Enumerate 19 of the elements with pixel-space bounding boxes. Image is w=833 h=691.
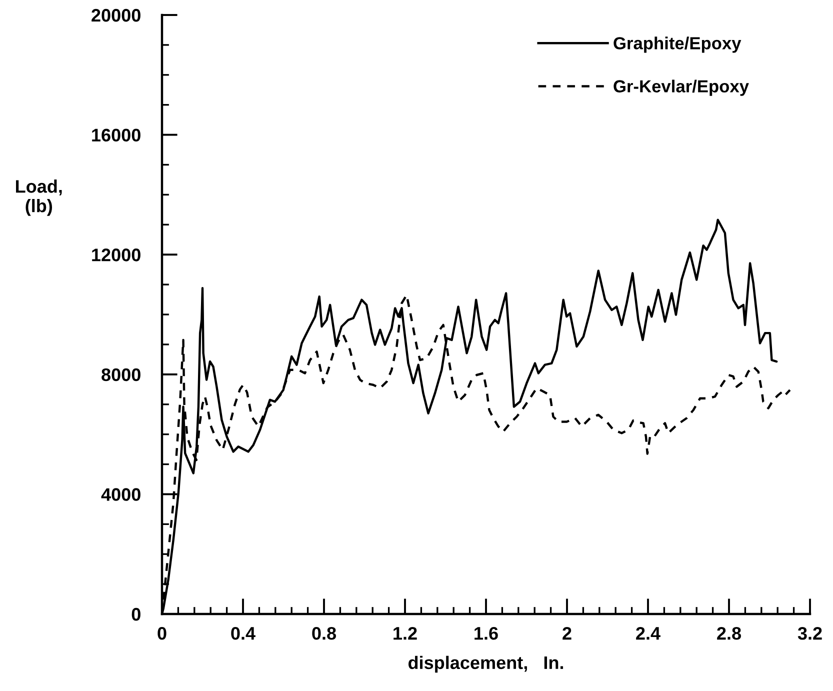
legend-label: Graphite/Epoxy — [614, 36, 742, 53]
x-tick-label: 0.8 — [312, 626, 336, 640]
x-tick-label: 2.4 — [636, 626, 660, 640]
x-tick-label: 2.8 — [717, 626, 741, 640]
legend-label: Gr-Kevlar/Epoxy — [614, 80, 749, 96]
x-tick-label: 3.2 — [798, 626, 822, 640]
x-tick-label: 0 — [158, 626, 166, 640]
x-tick-label: 1.2 — [394, 626, 417, 640]
y-tick-label: 16000 — [92, 128, 140, 142]
x-tick-label: 2 — [562, 626, 572, 640]
y-tick-label: 12000 — [92, 248, 140, 262]
x-tick-label: 0.4 — [231, 626, 256, 640]
y-axis-title: Load, (lb) — [16, 180, 62, 216]
y-tick-label: 0 — [132, 608, 140, 621]
y-tick-label: 4000 — [101, 488, 140, 501]
y-tick-label: 8000 — [102, 368, 140, 382]
x-axis-title: displacement, In. — [408, 656, 564, 673]
y-tick-label: 20000 — [92, 8, 140, 22]
x-tick-label: 1.6 — [474, 626, 498, 640]
